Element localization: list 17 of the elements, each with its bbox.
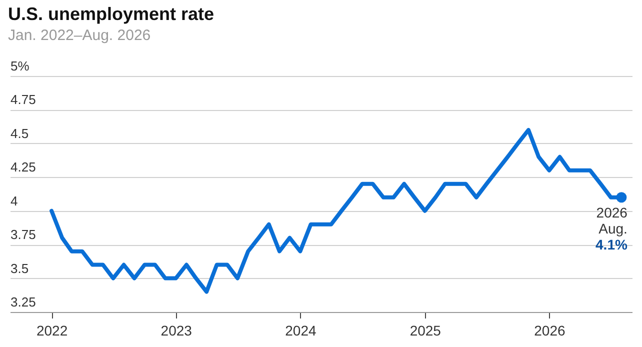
- y-tick-label: 5%: [10, 58, 30, 74]
- y-tick-label: 4.5: [10, 126, 29, 141]
- x-tick-label: 2026: [534, 322, 566, 338]
- x-tick-label: 2023: [160, 322, 192, 338]
- x-tick-label: 2025: [410, 322, 442, 338]
- chart-subtitle: Jan. 2022–Aug. 2026: [8, 27, 151, 44]
- y-tick-label: 3.25: [10, 294, 36, 310]
- annotation: 2026 Aug.: [596, 204, 628, 236]
- x-tick-label: 2024: [285, 322, 316, 338]
- annotation: 4.1%: [596, 236, 628, 252]
- y-tick-label: 3.5: [10, 260, 29, 276]
- y-tick-label: 4.25: [10, 160, 36, 175]
- y-tick-label: 3.75: [10, 227, 36, 242]
- y-tick-label: 4: [10, 193, 18, 208]
- x-tick-label: 2022: [36, 322, 68, 338]
- y-tick-label: 4.75: [10, 92, 36, 108]
- chart-title: U.S. unemployment rate: [8, 4, 214, 25]
